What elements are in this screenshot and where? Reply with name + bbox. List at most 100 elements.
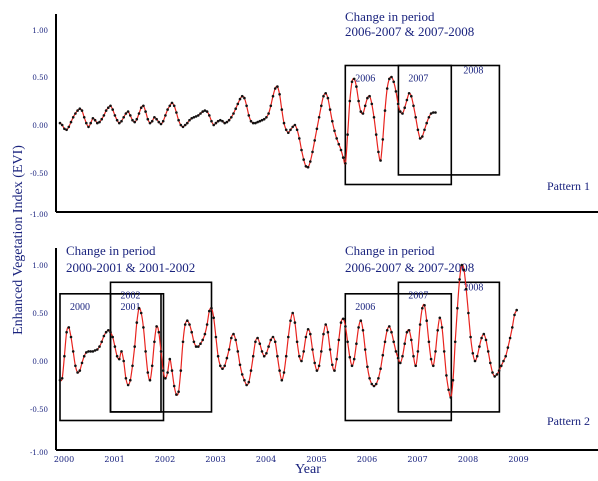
p2-data-point: [436, 329, 440, 332]
p2-data-point: [320, 350, 323, 353]
p2-data-point: [350, 364, 354, 368]
p1-data-point: [284, 128, 288, 132]
pattern-1-panel: 1.00 0.50 0.00 -0.50 -1.00 Change in per…: [30, 9, 598, 219]
p1-pattern-label: Pattern 1: [547, 179, 590, 193]
p2-data-point: [271, 335, 275, 339]
p1-data-point: [298, 137, 301, 140]
p2-data-point: [85, 351, 88, 354]
p1-data-point: [407, 92, 411, 95]
p2-data-point: [425, 319, 429, 323]
p1-data-point: [370, 102, 374, 106]
p2-data-point: [289, 319, 292, 323]
p1-data-point: [256, 120, 259, 124]
p1-data-point: [232, 112, 235, 115]
p1-data-point: [273, 87, 277, 90]
pattern-2-y-ticks: 1.00 0.50 0.00 -0.50 -1.00: [30, 262, 48, 457]
p2-data-point: [467, 311, 470, 315]
p1-data-point: [146, 117, 150, 121]
p2-data-point: [504, 354, 508, 358]
p1-box-label-2006: 2006: [355, 74, 375, 85]
p1-data-point: [133, 120, 136, 124]
p2-data-point: [458, 278, 461, 281]
p2-data-point: [155, 325, 158, 328]
p1-data-point: [247, 114, 251, 117]
p1-data-point: [135, 117, 139, 121]
p1-data-point: [249, 119, 253, 123]
pattern-2-panel: 1.00 0.50 0.00 -0.50 -1.00 Change in per…: [30, 243, 598, 464]
p1-data-point: [139, 106, 143, 109]
p1-data-point: [124, 112, 128, 115]
p2-data-point: [462, 268, 466, 272]
p1-data-point: [258, 119, 262, 123]
p1-data-point: [385, 87, 389, 90]
p1-data-point: [188, 118, 191, 122]
p2-data-point: [273, 340, 277, 344]
p1-data-point: [366, 96, 369, 100]
p2-data-point: [107, 329, 110, 332]
p1-data-point: [161, 119, 165, 123]
p1-data-point: [320, 104, 323, 108]
p2-data-point: [269, 338, 273, 342]
p2-data-point: [396, 356, 400, 360]
p2-data-point: [335, 357, 339, 361]
p2-data-point: [278, 369, 281, 372]
x-tick-2003: 2003: [205, 455, 225, 464]
p2-data-point: [159, 350, 163, 353]
p2-data-point: [227, 348, 231, 351]
p1-data-point: [328, 108, 332, 111]
p2-data-point: [348, 355, 352, 359]
p1-data-point: [120, 119, 123, 123]
p2-ytick-4: -0.50: [30, 406, 48, 414]
p2-ytick-2: 0.50: [32, 310, 48, 318]
p1-data-point: [427, 116, 431, 119]
p2-data-point: [80, 361, 84, 365]
p1-data-point: [201, 110, 204, 113]
p1-data-point: [87, 125, 90, 129]
p1-data-point: [194, 115, 198, 118]
p2-data-point: [113, 345, 117, 348]
p2-data-point: [251, 354, 255, 358]
p1-data-point: [203, 109, 207, 112]
p2-left-annotation-title-1: Change in period: [66, 243, 156, 258]
p1-data-point: [324, 92, 328, 95]
p1-data-point: [223, 121, 226, 125]
p2-data-point: [355, 342, 358, 346]
p1-data-point: [267, 112, 270, 115]
p2-data-point: [131, 364, 134, 368]
p2-data-point: [374, 382, 378, 386]
p2-data-point: [390, 330, 393, 334]
p2-data-point: [188, 323, 191, 326]
p1-data-point: [219, 118, 222, 122]
p2-data-point: [511, 326, 514, 329]
p2-data-point: [135, 321, 139, 324]
p2-data-point: [381, 353, 385, 357]
p1-data-point: [183, 123, 187, 127]
p2-data-point: [324, 323, 328, 326]
p1-ytick-2: 0.50: [32, 74, 48, 82]
p2-data-point: [91, 350, 95, 353]
p2-data-point: [442, 350, 446, 353]
p1-data-point: [148, 121, 152, 125]
p1-data-point: [82, 116, 86, 119]
p2-box-label-2007: 2007: [408, 290, 428, 301]
p2-data-point: [179, 369, 183, 372]
p1-data-point: [434, 111, 437, 114]
p1-data-point: [230, 116, 233, 119]
p2-data-point: [392, 340, 396, 344]
p2-data-point: [480, 336, 483, 340]
p1-data-point: [333, 129, 336, 133]
p2-data-point: [164, 377, 167, 380]
p2-data-point: [293, 321, 297, 324]
p1-data-point: [104, 109, 108, 112]
p1-data-point: [254, 121, 257, 125]
p2-data-point: [385, 329, 389, 332]
p2-data-point: [357, 326, 360, 329]
p1-data-point: [102, 114, 106, 117]
p1-data-point: [170, 101, 174, 105]
p1-data-point: [236, 102, 240, 106]
p2-data-point: [449, 396, 453, 399]
p1-data-point: [89, 121, 92, 125]
p2-data-point: [473, 359, 477, 363]
pattern-2-x-ticks: 2000 2001 2002 2003 2004 2005 2006 2007 2008 2009: [54, 455, 529, 464]
p1-data-point: [368, 94, 371, 98]
